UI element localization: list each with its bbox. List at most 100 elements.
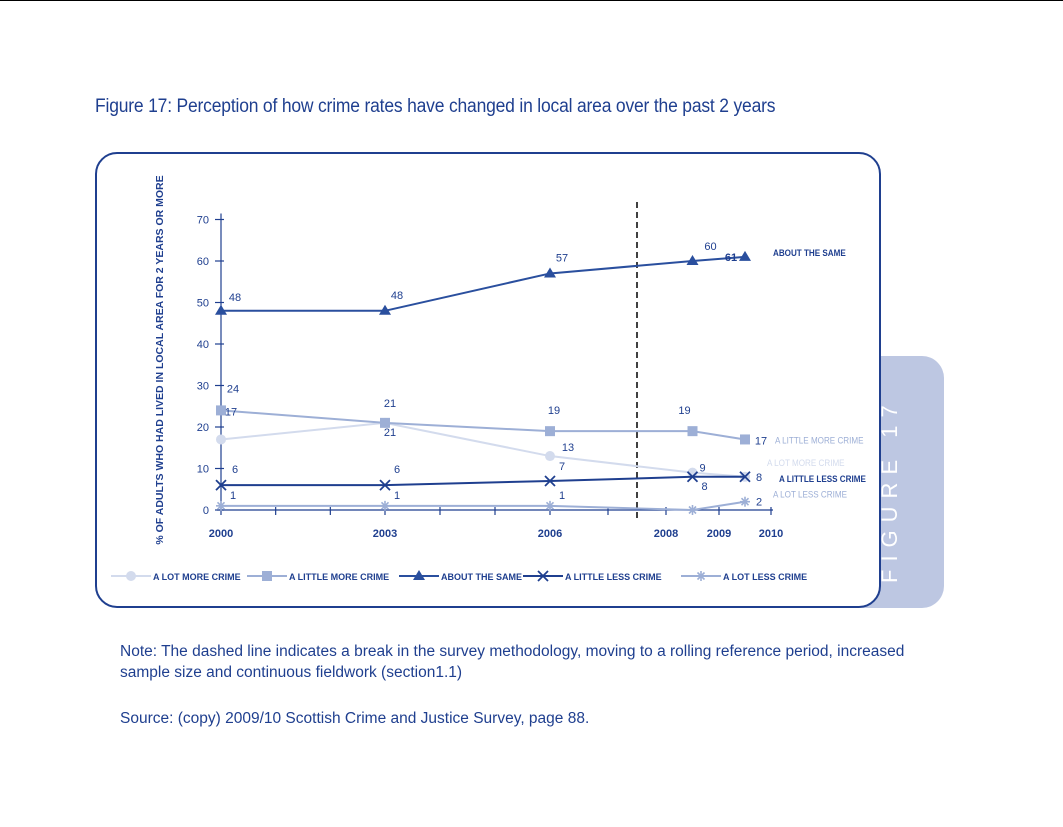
- square-marker: [380, 417, 390, 428]
- y-tick-label-0: 0: [203, 505, 209, 517]
- y-tick-label-40: 40: [197, 339, 209, 351]
- data-label: 19: [678, 405, 690, 417]
- square-marker: [687, 426, 698, 437]
- x-tick-label-2010: 2010: [759, 528, 783, 540]
- x-marker-stroke: [739, 471, 751, 483]
- data-label: 21: [384, 398, 396, 410]
- asterisk-marker: [545, 500, 555, 511]
- x-marker-stroke: [686, 471, 699, 483]
- series-end-label: A LOT MORE CRIME: [767, 457, 845, 468]
- data-label: 19: [548, 405, 560, 417]
- x-marker: [379, 479, 391, 491]
- chart-source: Source: (copy) 2009/10 Scottish Crime an…: [120, 710, 590, 727]
- data-label: 24: [227, 383, 239, 395]
- y-tick-label-70: 70: [197, 215, 209, 227]
- y-tick-label-20: 20: [197, 422, 209, 434]
- x-marker: [544, 475, 556, 487]
- series-end-label: A LITTLE LESS CRIME: [779, 473, 866, 484]
- data-label: 1: [230, 490, 236, 502]
- line-chart: % OF ADULTS WHO HAD LIVED IN LOCAL AREA …: [111, 175, 866, 582]
- data-label: 2: [756, 497, 762, 509]
- asterisk-marker-stroke: [696, 571, 706, 581]
- figure-title: Figure 17: Perception of how crime rates…: [95, 96, 776, 117]
- triangle-marker: [739, 250, 751, 261]
- axes: % OF ADULTS WHO HAD LIVED IN LOCAL AREA …: [154, 175, 783, 544]
- asterisk-marker: [696, 571, 706, 581]
- data-label: 6: [232, 464, 238, 476]
- x-marker-stroke: [215, 479, 227, 491]
- x-marker-stroke: [544, 475, 556, 487]
- legend-item: A LITTLE LESS CRIME: [523, 570, 662, 582]
- data-label: 8: [701, 481, 707, 493]
- legend-item: A LOT MORE CRIME: [111, 571, 241, 582]
- square-marker: [740, 434, 750, 445]
- y-tick-label-60: 60: [197, 256, 209, 268]
- circle-marker: [545, 451, 555, 462]
- data-label: 7: [559, 461, 565, 473]
- series-end-label: ABOUT THE SAME: [773, 247, 846, 258]
- legend-item: ABOUT THE SAME: [399, 570, 522, 582]
- series-end-label: A LOT LESS CRIME: [773, 489, 847, 500]
- triangle-marker: [413, 570, 425, 580]
- series-line-1: [220, 409, 746, 441]
- triangle-marker: [544, 267, 556, 278]
- triangle-marker: [215, 304, 227, 315]
- data-label: 21: [384, 427, 396, 439]
- series-line-3: [221, 475, 745, 487]
- legend-label: A LITTLE MORE CRIME: [289, 572, 389, 582]
- y-axis-label: % OF ADULTS WHO HAD LIVED IN LOCAL AREA …: [154, 175, 166, 544]
- data-label: 8: [756, 472, 762, 484]
- y-tick-label-50: 50: [197, 298, 209, 310]
- series-end-label: A LITTLE MORE CRIME: [775, 435, 864, 446]
- circle-marker: [126, 571, 136, 581]
- legend: A LOT MORE CRIME A LITTLE MORE CRIME ABOUT…: [111, 570, 807, 582]
- legend-item: A LITTLE MORE CRIME: [247, 571, 389, 582]
- asterisk-marker: [216, 500, 226, 511]
- y-tick-label-10: 10: [197, 464, 209, 476]
- x-marker-stroke: [537, 570, 549, 582]
- legend-label: ABOUT THE SAME: [441, 572, 522, 582]
- data-label: 17: [225, 406, 237, 418]
- x-marker-stroke: [379, 479, 391, 491]
- top-border-line: [0, 0, 1063, 1]
- legend-label: A LOT MORE CRIME: [153, 572, 241, 582]
- x-tick-label-2003: 2003: [373, 528, 397, 540]
- chart-note: Note: The dashed line indicates a break …: [120, 643, 905, 681]
- x-tick-label-2000: 2000: [209, 528, 233, 540]
- square-marker: [545, 426, 555, 437]
- x-marker: [537, 570, 549, 582]
- data-label: 1: [559, 490, 565, 502]
- series-line-4: [221, 500, 746, 512]
- data-label: 13: [562, 442, 574, 454]
- asterisk-marker: [687, 505, 698, 515]
- x-tick-label-2008: 2008: [654, 528, 678, 540]
- data-label: 1: [394, 490, 400, 502]
- asterisk-marker-stroke: [216, 501, 226, 510]
- figure-tab-label: FIGURE 17: [877, 397, 902, 583]
- legend-label: A LOT LESS CRIME: [723, 572, 807, 582]
- triangle-marker: [379, 304, 391, 315]
- data-label: 61: [725, 252, 737, 264]
- triangle-marker: [686, 255, 699, 265]
- asterisk-marker-stroke: [740, 497, 750, 506]
- y-tick-label-30: 30: [197, 381, 209, 393]
- series-group: [215, 250, 751, 515]
- x-marker: [215, 479, 227, 491]
- series-line-2: [221, 255, 746, 312]
- data-label: 48: [229, 292, 241, 304]
- asterisk-marker: [740, 496, 750, 507]
- asterisk-marker-stroke: [688, 505, 697, 515]
- chart-panel: % OF ADULTS WHO HAD LIVED IN LOCAL AREA …: [95, 152, 881, 608]
- square-marker: [216, 405, 226, 416]
- x-tick-label-2006: 2006: [538, 528, 562, 540]
- data-label: 60: [704, 241, 716, 253]
- square-marker: [262, 571, 272, 581]
- legend-label: A LITTLE LESS CRIME: [565, 572, 662, 582]
- asterisk-marker-stroke: [380, 501, 390, 510]
- data-label: 17: [755, 435, 767, 447]
- x-tick-label-2009: 2009: [707, 528, 731, 540]
- circle-marker: [216, 434, 226, 445]
- data-label: 57: [556, 252, 568, 264]
- data-label: 9: [699, 463, 705, 475]
